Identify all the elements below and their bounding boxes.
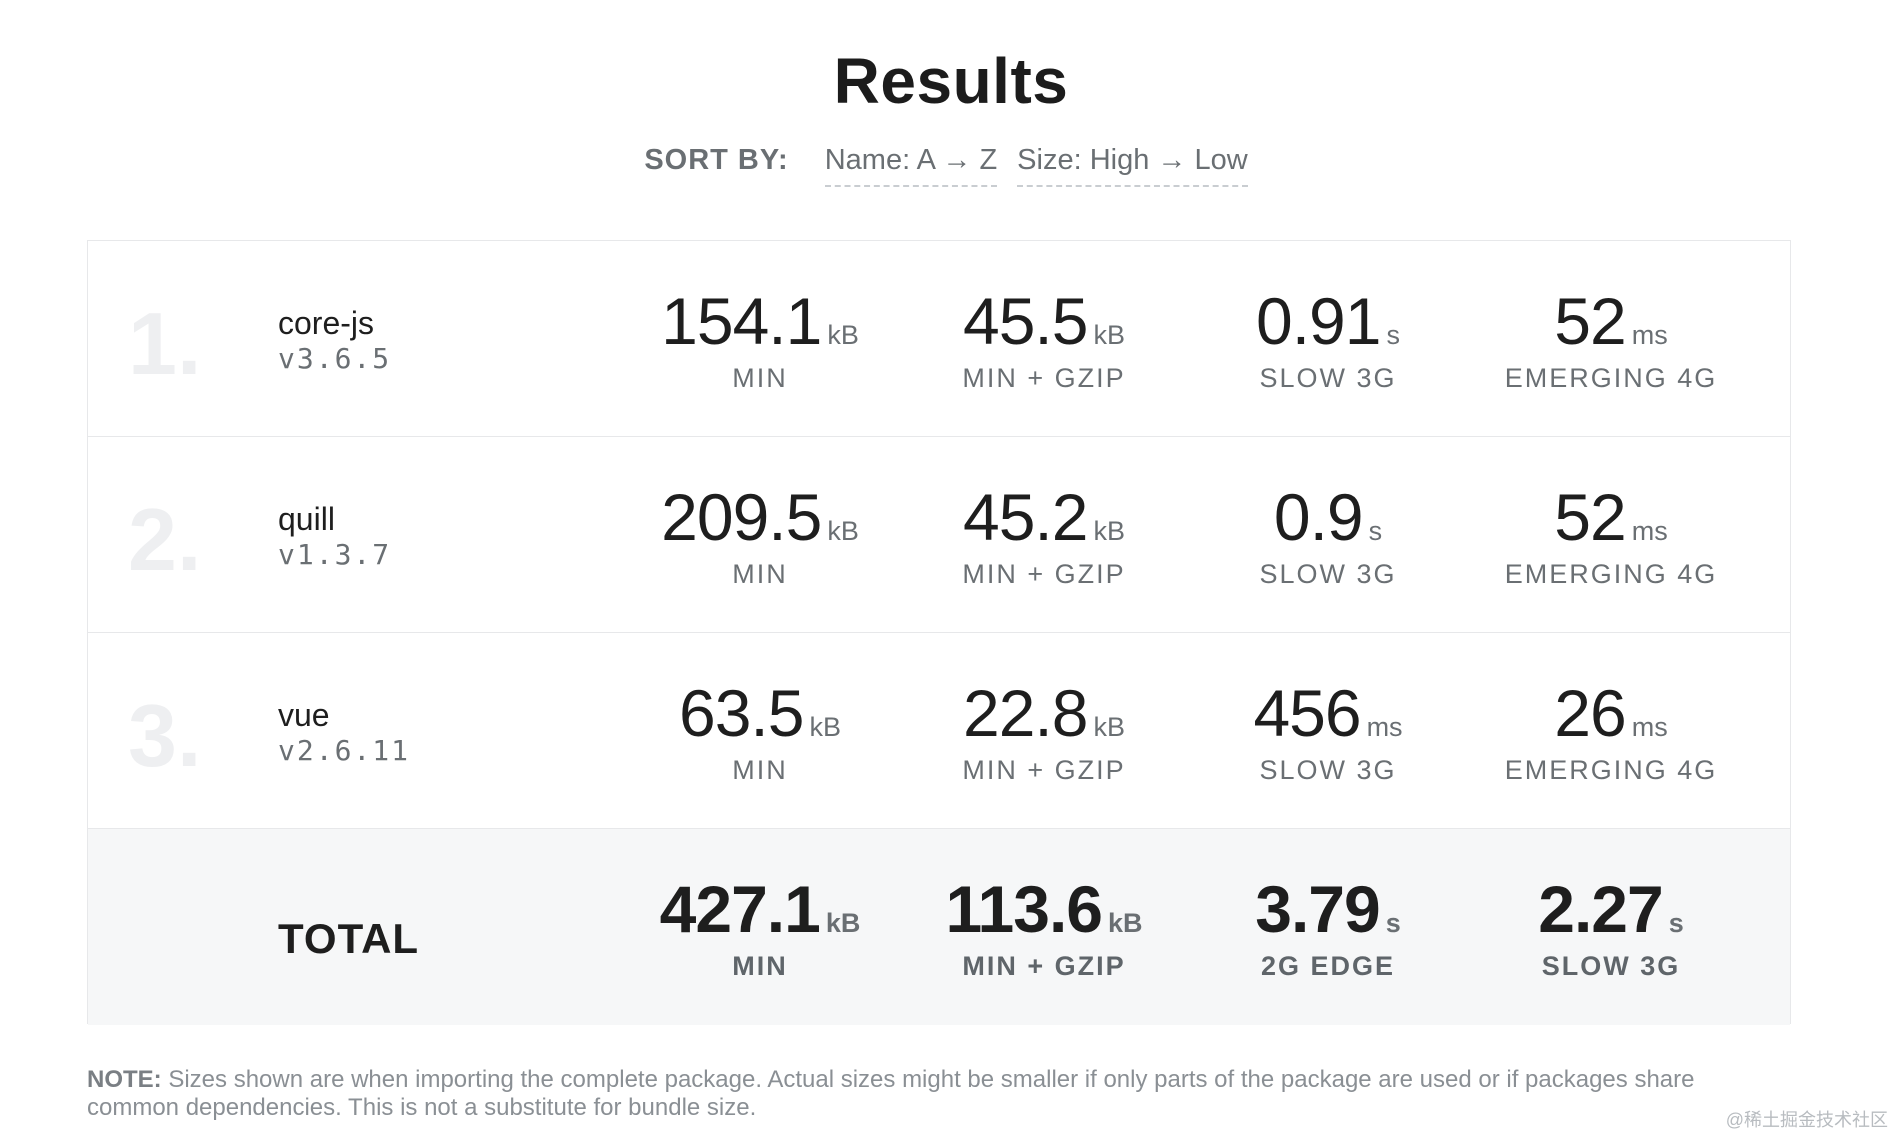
sort-size-desc-button[interactable]: Size: High → Low xyxy=(1017,144,1248,187)
stat-caption: SLOW 3G xyxy=(1259,755,1397,785)
stat-min-gzip: 22.8 kB MIN + GZIP xyxy=(894,675,1194,786)
package-version: v1.3.7 xyxy=(278,538,392,571)
package-info: quill v1.3.7 xyxy=(278,501,391,573)
stat-caption: EMERGING 4G xyxy=(1504,363,1718,393)
rank-number: 3. xyxy=(128,686,202,785)
package-row: 3. vue v2.6.11 63.5 kB MIN 22.8 kB MIN + G… xyxy=(88,633,1790,829)
stat-caption: SLOW 3G xyxy=(1259,363,1397,393)
package-row: 2. quill v1.3.7 209.5 kB MIN 45.2 kB MIN +… xyxy=(88,437,1790,633)
package-row: 1. core-js v3.6.5 154.1 kB MIN 45.5 kB MIN… xyxy=(88,241,1790,437)
stat-unit: ms xyxy=(1631,516,1668,546)
total-stat-2g-edge: 3.79 s 2G EDGE xyxy=(1178,871,1478,982)
stat-caption: MIN xyxy=(732,951,788,981)
stat-unit: s xyxy=(1368,516,1383,546)
package-info: vue v2.6.11 xyxy=(278,697,410,769)
stat-unit: s xyxy=(1386,320,1400,350)
total-stat-min-gzip: 113.6 kB MIN + GZIP xyxy=(894,871,1194,982)
stat-value: 45.5 xyxy=(963,284,1088,358)
rank-number: 2. xyxy=(128,490,202,589)
stat-value: 22.8 xyxy=(963,676,1088,750)
stat-caption: EMERGING 4G xyxy=(1504,755,1718,785)
package-version: v3.6.5 xyxy=(278,342,392,375)
stat-unit: s xyxy=(1385,908,1401,938)
note-text: NOTE: Sizes shown are when importing the… xyxy=(87,1066,1747,1122)
stat-caption: MIN + GZIP xyxy=(962,951,1126,981)
page-title: Results xyxy=(833,45,1069,117)
rank-number: 1. xyxy=(128,294,202,393)
package-name[interactable]: core-js xyxy=(278,305,375,341)
stat-unit: ms xyxy=(1631,320,1668,350)
stat-value: 456 xyxy=(1253,676,1361,750)
stat-emerging-4g: 52 ms EMERGING 4G xyxy=(1461,283,1761,394)
stat-unit: kB xyxy=(1093,516,1125,546)
package-info: core-js v3.6.5 xyxy=(278,305,391,377)
stat-min: 209.5 kB MIN xyxy=(610,479,910,590)
stat-value: 209.5 xyxy=(661,480,822,554)
stat-min-gzip: 45.2 kB MIN + GZIP xyxy=(894,479,1194,590)
package-version: v2.6.11 xyxy=(278,734,411,767)
stat-value: 0.91 xyxy=(1256,284,1381,358)
stat-min: 154.1 kB MIN xyxy=(610,283,910,394)
stat-caption: MIN xyxy=(732,363,788,393)
stat-unit: ms xyxy=(1631,712,1668,742)
stat-unit: kB xyxy=(827,320,859,350)
stat-unit: kB xyxy=(1108,908,1143,938)
note-body: Sizes shown are when importing the compl… xyxy=(87,1066,1695,1121)
stat-unit: kB xyxy=(827,516,859,546)
stat-value: 45.2 xyxy=(963,480,1088,554)
stat-caption: SLOW 3G xyxy=(1259,559,1397,589)
stat-caption: SLOW 3G xyxy=(1541,951,1681,981)
stat-value: 26 xyxy=(1554,676,1626,750)
stat-value: 0.9 xyxy=(1273,480,1364,554)
stat-min: 63.5 kB MIN xyxy=(610,675,910,786)
stat-value: 52 xyxy=(1554,480,1626,554)
stat-caption: MIN xyxy=(732,559,788,589)
stat-unit: kB xyxy=(809,712,841,742)
note-label: NOTE: xyxy=(87,1066,162,1093)
sort-name-asc-button[interactable]: Name: A → Z xyxy=(824,144,998,187)
stat-unit: ms xyxy=(1366,712,1403,742)
package-name[interactable]: vue xyxy=(278,697,330,733)
stat-value: 52 xyxy=(1554,284,1626,358)
stat-slow-3g: 0.91 s SLOW 3G xyxy=(1178,283,1478,394)
stat-emerging-4g: 26 ms EMERGING 4G xyxy=(1461,675,1761,786)
total-row: TOTAL 427.1 kB MIN 113.6 kB MIN + GZIP 3.7… xyxy=(88,829,1790,1025)
total-label: TOTAL xyxy=(278,915,420,962)
stat-unit: kB xyxy=(1093,320,1125,350)
stat-slow-3g: 456 ms SLOW 3G xyxy=(1178,675,1478,786)
stat-value: 63.5 xyxy=(679,676,804,750)
stat-min-gzip: 45.5 kB MIN + GZIP xyxy=(894,283,1194,394)
stat-caption: MIN + GZIP xyxy=(962,363,1126,393)
stat-value: 3.79 xyxy=(1255,872,1380,946)
stat-slow-3g: 0.9 s SLOW 3G xyxy=(1178,479,1478,590)
stat-caption: 2G EDGE xyxy=(1260,951,1396,981)
stat-unit: kB xyxy=(825,908,861,938)
total-stat-min: 427.1 kB MIN xyxy=(610,871,910,982)
stat-value: 154.1 xyxy=(661,284,822,358)
sort-bar: SORT BY: Name: A → Z Size: High → Low xyxy=(0,144,1902,187)
stat-caption: MIN xyxy=(732,755,788,785)
stat-caption: MIN + GZIP xyxy=(962,559,1126,589)
stat-value: 427.1 xyxy=(659,872,821,946)
stat-value: 113.6 xyxy=(945,872,1103,946)
stat-unit: s xyxy=(1668,908,1684,938)
package-name[interactable]: quill xyxy=(278,501,335,537)
sort-label: SORT BY: xyxy=(644,144,789,176)
stat-value: 2.27 xyxy=(1538,872,1663,946)
stat-caption: MIN + GZIP xyxy=(962,755,1126,785)
stat-caption: EMERGING 4G xyxy=(1504,559,1718,589)
stat-emerging-4g: 52 ms EMERGING 4G xyxy=(1461,479,1761,590)
results-table: 1. core-js v3.6.5 154.1 kB MIN 45.5 kB MIN… xyxy=(87,240,1791,1025)
total-stat-slow-3g: 2.27 s SLOW 3G xyxy=(1461,871,1761,982)
watermark: @稀土掘金技术社区 xyxy=(1725,1110,1888,1130)
stat-unit: kB xyxy=(1093,712,1125,742)
